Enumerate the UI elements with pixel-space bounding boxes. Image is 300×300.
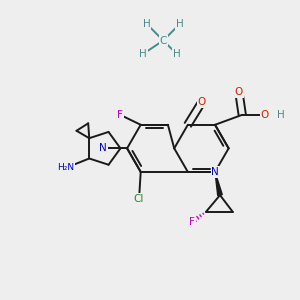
Text: O: O — [261, 110, 269, 120]
Text: F: F — [189, 217, 195, 227]
Text: N: N — [211, 167, 219, 177]
Text: H: H — [140, 49, 147, 59]
Text: C: C — [160, 35, 167, 46]
Text: O: O — [198, 97, 206, 107]
Text: H: H — [277, 110, 285, 120]
Text: H: H — [176, 19, 184, 29]
Text: N: N — [99, 143, 107, 153]
Text: Cl: Cl — [134, 194, 144, 204]
Text: O: O — [235, 87, 243, 97]
Text: F: F — [117, 110, 123, 120]
Text: H: H — [143, 19, 151, 29]
Text: H₂N: H₂N — [58, 163, 75, 172]
Polygon shape — [215, 172, 222, 196]
Text: H: H — [173, 49, 180, 59]
